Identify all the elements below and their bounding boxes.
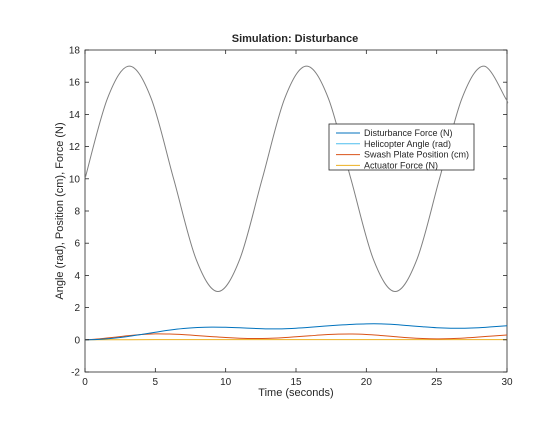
y-tick-label: 2 bbox=[74, 303, 80, 314]
y-tick-label: 4 bbox=[74, 271, 80, 282]
x-tick-label: 10 bbox=[220, 377, 232, 388]
x-tick-label: 30 bbox=[501, 377, 513, 388]
y-tick-label: 18 bbox=[69, 46, 81, 57]
x-axis-label: Time (seconds) bbox=[258, 387, 333, 399]
y-tick-label: 6 bbox=[74, 239, 80, 250]
y-tick-label: 14 bbox=[69, 110, 81, 121]
legend: Disturbance Force (N)Helicopter Angle (r… bbox=[329, 124, 474, 170]
chart-title: Simulation: Disturbance bbox=[232, 33, 359, 45]
y-tick-label: 10 bbox=[69, 174, 81, 185]
legend-label: Disturbance Force (N) bbox=[364, 128, 453, 138]
x-tick-label: 0 bbox=[82, 377, 88, 388]
x-tick-label: 5 bbox=[153, 377, 159, 388]
y-axis-label: Angle (rad), Position (cm), Force (N) bbox=[54, 122, 66, 299]
legend-label: Swash Plate Position (cm) bbox=[364, 150, 469, 160]
x-tick-label: 20 bbox=[361, 377, 373, 388]
legend-label: Actuator Force (N) bbox=[364, 160, 438, 170]
x-tick-label: 25 bbox=[431, 377, 443, 388]
plot-frame bbox=[85, 50, 507, 372]
y-tick-label: -2 bbox=[71, 368, 80, 379]
legend-label: Helicopter Angle (rad) bbox=[364, 139, 451, 149]
y-tick-label: 0 bbox=[74, 335, 80, 346]
y-tick-label: 12 bbox=[69, 142, 81, 153]
y-tick-label: 8 bbox=[74, 207, 80, 218]
y-tick-label: 16 bbox=[69, 78, 81, 89]
